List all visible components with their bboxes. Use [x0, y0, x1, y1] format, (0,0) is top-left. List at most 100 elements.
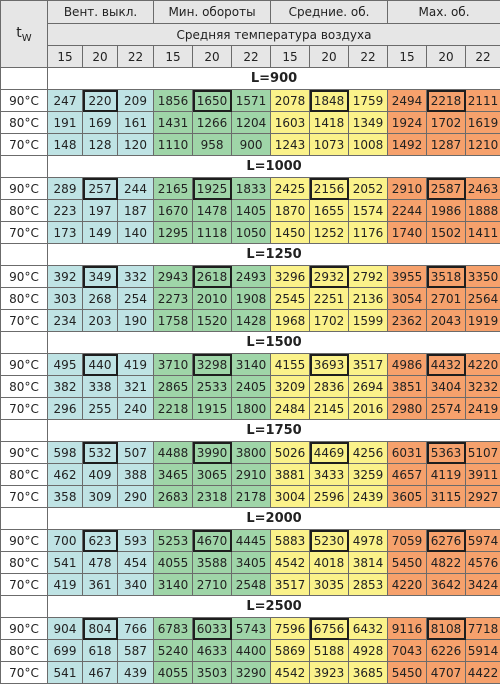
value-cell: 2701 — [427, 288, 466, 310]
temp-header-cell: 20 — [310, 46, 349, 68]
section-blank-cell — [1, 244, 48, 266]
value-cell: 1210 — [466, 134, 500, 156]
value-cell: 2596 — [310, 486, 349, 508]
value-cell: 2052 — [349, 178, 388, 200]
row-label: 80°C — [1, 288, 48, 310]
section-header-row: L=1250 — [1, 244, 500, 266]
value-cell: 3588 — [193, 552, 232, 574]
value-cell: 8108 — [427, 618, 466, 640]
value-cell: 2710 — [193, 574, 232, 596]
value-cell: 1243 — [271, 134, 310, 156]
value-cell: 1870 — [271, 200, 310, 222]
value-cell: 3209 — [271, 376, 310, 398]
value-cell: 3685 — [349, 662, 388, 684]
value-cell: 1924 — [388, 112, 427, 134]
value-cell: 3140 — [232, 354, 271, 376]
value-cell: 439 — [118, 662, 154, 684]
value-cell: 1925 — [193, 178, 232, 200]
value-cell: 1252 — [310, 222, 349, 244]
value-cell: 2694 — [349, 376, 388, 398]
value-cell: 2853 — [349, 574, 388, 596]
value-cell: 3405 — [232, 552, 271, 574]
value-cell: 2165 — [154, 178, 193, 200]
value-cell: 4670 — [193, 530, 232, 552]
value-cell: 1574 — [349, 200, 388, 222]
value-cell: 1915 — [193, 398, 232, 420]
value-cell: 2419 — [466, 398, 500, 420]
air-temperature-subtitle: Средняя температура воздуха — [48, 24, 500, 46]
value-cell: 4220 — [388, 574, 427, 596]
value-cell: 3054 — [388, 288, 427, 310]
value-cell: 4822 — [427, 552, 466, 574]
value-cell: 904 — [48, 618, 83, 640]
value-cell: 4576 — [466, 552, 500, 574]
value-cell: 1008 — [349, 134, 388, 156]
value-cell: 2425 — [271, 178, 310, 200]
value-cell: 2318 — [193, 486, 232, 508]
value-cell: 2111 — [466, 90, 500, 112]
value-cell: 2273 — [154, 288, 193, 310]
value-cell: 2218 — [154, 398, 193, 420]
value-cell: 4469 — [310, 442, 349, 464]
value-cell: 3911 — [466, 464, 500, 486]
value-cell: 203 — [83, 310, 118, 332]
value-cell: 3517 — [349, 354, 388, 376]
value-cell: 1118 — [193, 222, 232, 244]
section-title: L=1750 — [48, 420, 500, 442]
value-cell: 1478 — [193, 200, 232, 222]
value-cell: 587 — [118, 640, 154, 662]
value-cell: 1800 — [232, 398, 271, 420]
value-cell: 4055 — [154, 662, 193, 684]
value-cell: 2016 — [349, 398, 388, 420]
value-cell: 5450 — [388, 662, 427, 684]
value-cell: 3814 — [349, 552, 388, 574]
row-label: 90°C — [1, 618, 48, 640]
section-blank-cell — [1, 420, 48, 442]
value-cell: 3503 — [193, 662, 232, 684]
value-cell: 4488 — [154, 442, 193, 464]
value-cell: 296 — [48, 398, 83, 420]
value-cell: 4432 — [427, 354, 466, 376]
value-cell: 2078 — [271, 90, 310, 112]
value-cell: 2548 — [232, 574, 271, 596]
row-label: 80°C — [1, 200, 48, 222]
row-label: 90°C — [1, 442, 48, 464]
value-cell: 1520 — [193, 310, 232, 332]
value-cell: 2043 — [427, 310, 466, 332]
value-cell: 4707 — [427, 662, 466, 684]
value-cell: 161 — [118, 112, 154, 134]
row-label: 90°C — [1, 90, 48, 112]
section-header-row: L=1750 — [1, 420, 500, 442]
value-cell: 1405 — [232, 200, 271, 222]
value-cell: 3115 — [427, 486, 466, 508]
value-cell: 593 — [118, 530, 154, 552]
value-cell: 3259 — [349, 464, 388, 486]
section-title: L=2500 — [48, 596, 500, 618]
section-header-row: L=2000 — [1, 508, 500, 530]
section-header-row: L=1000 — [1, 156, 500, 178]
value-cell: 128 — [83, 134, 118, 156]
value-cell: 3851 — [388, 376, 427, 398]
row-label: 70°C — [1, 398, 48, 420]
value-cell: 3296 — [271, 266, 310, 288]
value-cell: 1418 — [310, 112, 349, 134]
value-cell: 766 — [118, 618, 154, 640]
value-cell: 1650 — [193, 90, 232, 112]
value-cell: 598 — [48, 442, 83, 464]
value-cell: 1428 — [232, 310, 271, 332]
value-cell: 247 — [48, 90, 83, 112]
temp-header-cell: 15 — [48, 46, 83, 68]
value-cell: 6432 — [349, 618, 388, 640]
section-blank-cell — [1, 508, 48, 530]
value-cell: 2910 — [232, 464, 271, 486]
value-cell: 148 — [48, 134, 83, 156]
value-cell: 700 — [48, 530, 83, 552]
value-cell: 2545 — [271, 288, 310, 310]
value-cell: 1073 — [310, 134, 349, 156]
row-label: 70°C — [1, 222, 48, 244]
